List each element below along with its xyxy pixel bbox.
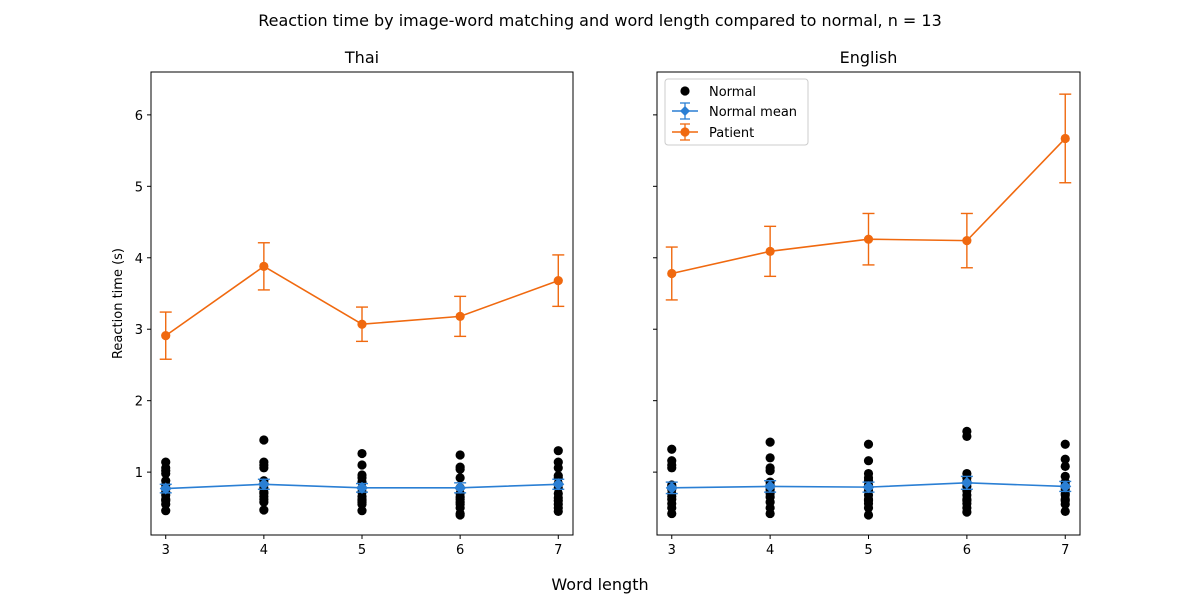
normal-point [455, 462, 465, 472]
normal-point [259, 505, 269, 515]
y-tick-label: 4 [135, 252, 143, 267]
normal-point [553, 503, 563, 513]
normal-point [357, 448, 367, 459]
normal-point [863, 468, 874, 479]
legend-label: Normal mean [709, 105, 797, 120]
normal-mean-point [862, 481, 875, 494]
normal-point [259, 435, 269, 445]
normal-point [667, 444, 677, 454]
normal-point [962, 496, 972, 506]
y-tick-label: 5 [135, 180, 143, 195]
normal-point [455, 473, 465, 483]
normal-point [765, 488, 775, 499]
patient-point [455, 311, 465, 321]
x-tick-label: 5 [864, 543, 872, 558]
normal-point [259, 457, 269, 467]
normal-mean-point [960, 476, 973, 489]
panel-title: English [840, 48, 898, 67]
patient-point [1060, 133, 1070, 144]
normal-mean-point [356, 481, 368, 494]
panel-english: English 3 4 5 6 7 Normal Normal mean Patient [653, 48, 1081, 558]
patient-point [357, 319, 367, 329]
normal-point [455, 450, 465, 460]
x-tick-label: 5 [358, 543, 366, 558]
patient-point [765, 246, 775, 256]
patient-point [667, 268, 677, 279]
x-tick-label: 7 [1061, 543, 1069, 558]
legend-box [664, 78, 809, 146]
normal-point [553, 446, 563, 456]
normal-point [357, 460, 367, 470]
normal-mean-point [257, 478, 270, 491]
y-axis-label: Reaction time (s) [111, 248, 126, 359]
x-tick-label: 3 [668, 543, 676, 558]
normal-point [765, 453, 775, 463]
x-tick-label: 6 [963, 543, 971, 558]
normal-point [259, 488, 269, 499]
patient-point [962, 236, 972, 246]
normal-mean-point [764, 480, 777, 493]
normal-point [863, 496, 874, 506]
normal-mean-point [665, 481, 678, 494]
normal-mean-point [454, 481, 467, 494]
normal-point [863, 456, 874, 466]
normal-point [863, 510, 874, 520]
y-tick-label: 2 [135, 395, 143, 410]
normal-point [161, 506, 171, 516]
legend-label: Normal [709, 85, 756, 100]
normal-point [1060, 496, 1070, 506]
x-tick-label: 6 [456, 543, 464, 558]
normal-point [1060, 506, 1070, 517]
normal-mean-point [1059, 480, 1072, 493]
x-tick-label: 4 [766, 543, 774, 558]
x-tick-label: 7 [554, 543, 562, 558]
normal-point [667, 456, 677, 466]
normal-point [553, 457, 563, 467]
normal-point [455, 503, 465, 513]
normal-mean-point [159, 482, 172, 495]
figure-xlabel: Word length [551, 575, 648, 594]
normal-point [1060, 461, 1070, 472]
panel-thai: Thai 3 4 5 6 7 1 2 3 4 5 6 Reaction time (s) [111, 48, 574, 558]
y-tick-label: 3 [135, 323, 143, 338]
normal-point [161, 457, 171, 467]
normal-point [553, 471, 563, 481]
legend-normal-marker [680, 86, 690, 96]
normal-point [863, 439, 874, 449]
patient-point [863, 234, 874, 244]
legend-label: Patient [709, 126, 754, 141]
normal-point [161, 476, 171, 486]
patient-point [553, 276, 563, 286]
normal-point [357, 506, 367, 516]
panel-title: Thai [344, 48, 379, 67]
patient-point [161, 331, 171, 341]
y-tick-label: 1 [135, 466, 143, 481]
normal-point [357, 496, 367, 506]
figure-title: Reaction time by image-word matching and… [258, 11, 942, 30]
normal-point [765, 437, 775, 447]
patient-point [259, 261, 269, 271]
legend-patient-marker [680, 127, 690, 137]
normal-point [1060, 454, 1070, 464]
normal-point [161, 496, 171, 506]
legend-normal-mean-marker [680, 106, 690, 116]
normal-point [357, 470, 367, 480]
x-tick-label: 4 [260, 543, 268, 558]
normal-point [765, 463, 775, 473]
normal-point [1060, 439, 1070, 449]
x-tick-label: 3 [162, 543, 170, 558]
normal-point [962, 426, 972, 436]
y-tick-label: 6 [135, 109, 143, 124]
normal-mean-point [552, 478, 565, 491]
normal-point [1060, 471, 1070, 482]
